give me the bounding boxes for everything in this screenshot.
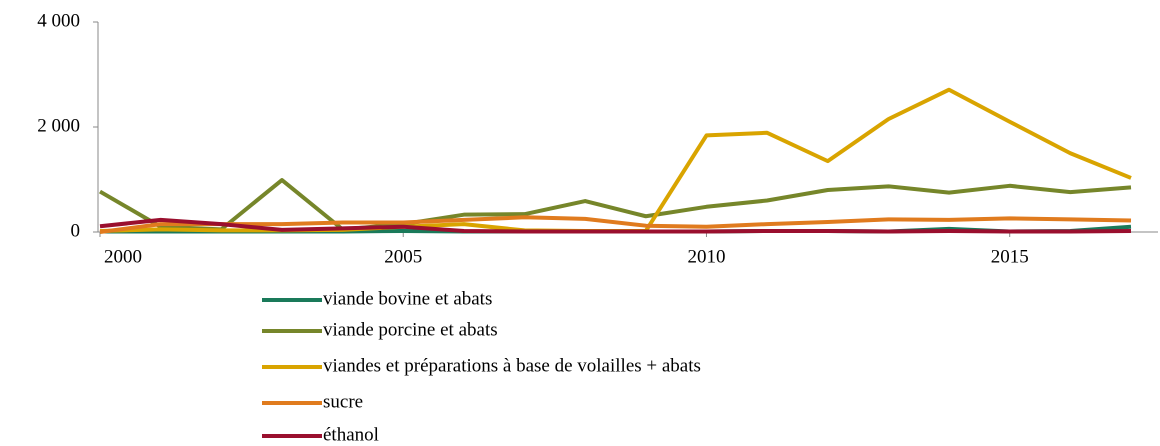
- legend-label: viande porcine et abats: [323, 319, 498, 340]
- series-line: [99, 217, 1132, 234]
- legend-label: sucre: [323, 391, 363, 412]
- y-tick-label: 4 000: [37, 10, 80, 31]
- series-line: [98, 178, 1132, 232]
- series-line: [99, 215, 1132, 234]
- y-tick-label: 0: [71, 220, 81, 241]
- y-tick-label: 2 000: [37, 115, 80, 136]
- legend-label: éthanol: [323, 424, 379, 445]
- x-tick-label: 2005: [384, 246, 422, 267]
- x-tick-label: 2000: [104, 246, 142, 267]
- x-tick-label: 2015: [991, 246, 1029, 267]
- legend-label: viande bovine et abats: [323, 288, 492, 309]
- x-tick-label: 2010: [687, 246, 725, 267]
- legend-label: viandes et préparations à base de volail…: [323, 355, 701, 376]
